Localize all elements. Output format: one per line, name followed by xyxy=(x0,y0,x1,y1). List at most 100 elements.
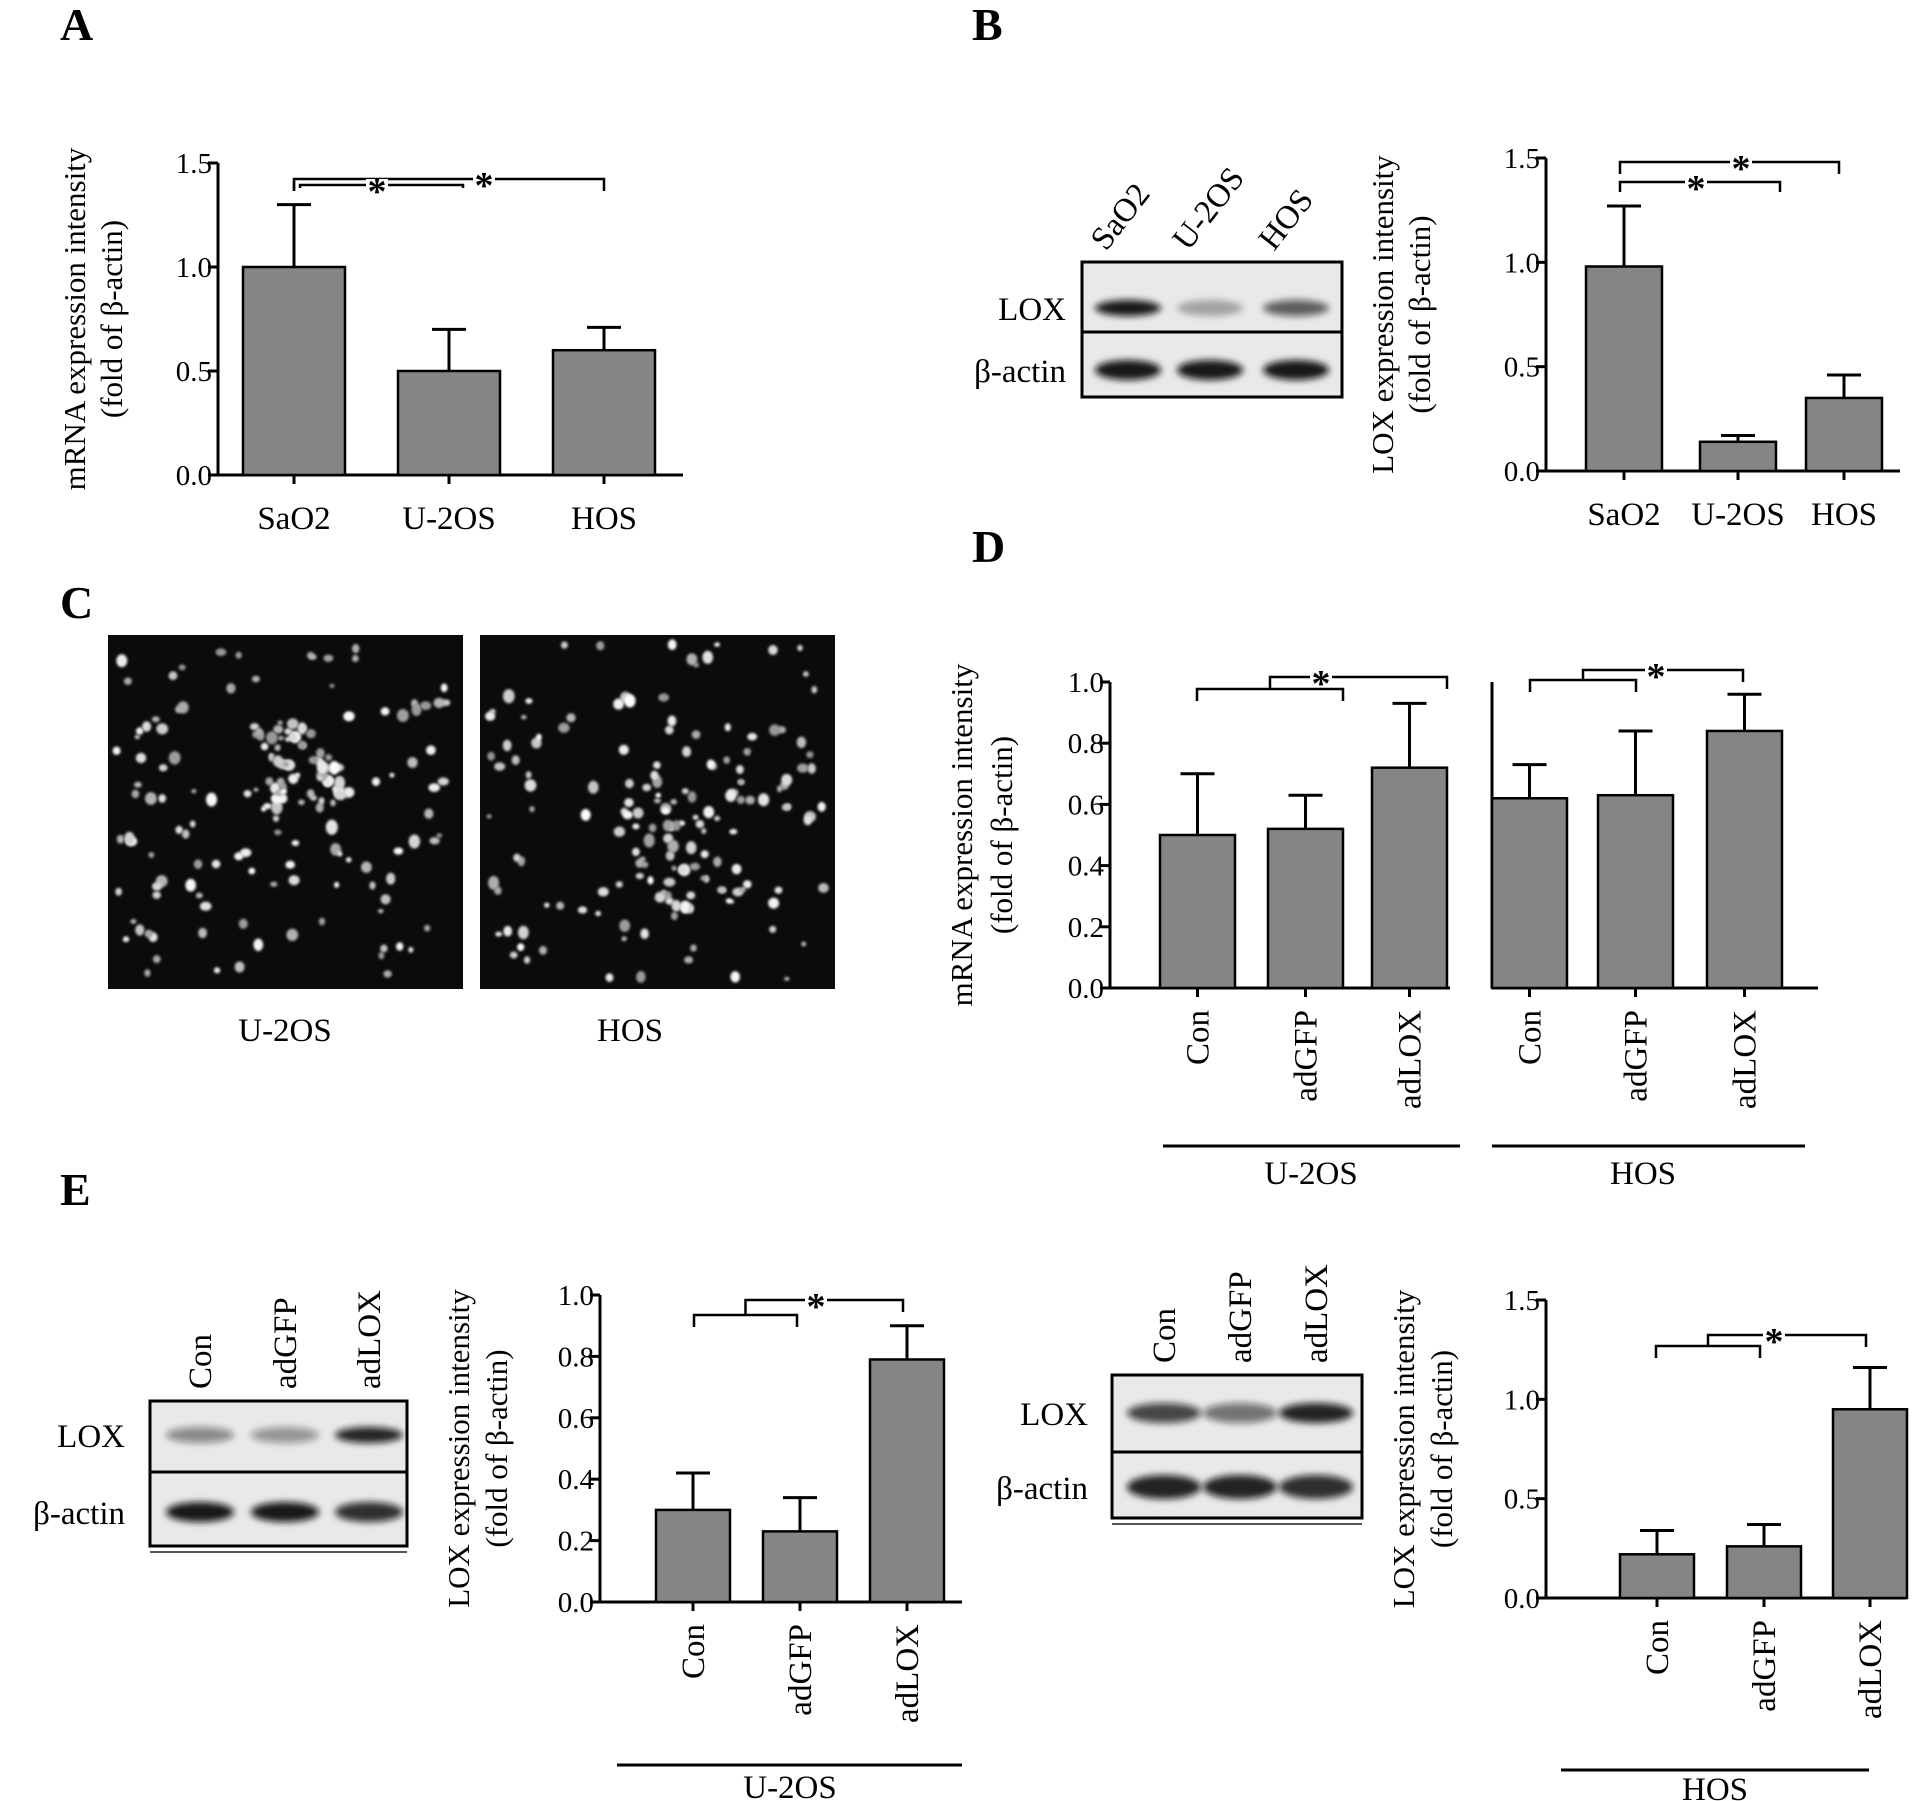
significance-star: * xyxy=(368,171,387,213)
cell xyxy=(316,748,325,759)
cell xyxy=(148,852,155,858)
cell xyxy=(298,799,305,806)
cell xyxy=(632,807,644,819)
cell xyxy=(536,733,542,741)
cell xyxy=(135,752,147,764)
cell xyxy=(389,772,395,778)
y-tick-label: 1.0 xyxy=(558,1280,594,1312)
x-tick-label: Con xyxy=(1513,1010,1549,1065)
cell xyxy=(642,783,652,792)
cell xyxy=(251,675,260,683)
x-tick-label: U-2OS xyxy=(1691,497,1785,533)
cell xyxy=(199,901,212,911)
cell xyxy=(426,745,436,755)
cell xyxy=(529,806,535,813)
y-axis-label: LOX expression intensity xyxy=(1365,155,1400,474)
cell xyxy=(428,783,441,792)
y-axis-label: (fold of β-actin) xyxy=(1424,1350,1459,1548)
y-axis-label: (fold of β-actin) xyxy=(984,736,1019,934)
cell xyxy=(679,900,691,914)
cell xyxy=(315,802,324,813)
band-actin xyxy=(335,1502,403,1522)
cell xyxy=(640,928,649,940)
cell xyxy=(329,684,335,688)
cell xyxy=(185,878,196,892)
cell xyxy=(665,897,674,905)
cell xyxy=(653,761,661,769)
cell xyxy=(662,819,673,832)
cell xyxy=(806,751,814,759)
y-tick-label: 1.5 xyxy=(176,148,212,180)
cell xyxy=(818,883,829,893)
band-lox xyxy=(166,1427,234,1443)
cell xyxy=(122,936,130,943)
band-lox xyxy=(251,1427,319,1443)
cell xyxy=(525,771,532,779)
micrograph-u2os xyxy=(108,635,463,989)
cell xyxy=(273,724,284,734)
significance-gap xyxy=(1730,156,1752,168)
cell xyxy=(386,872,396,885)
significance-star: * xyxy=(1312,663,1331,705)
significance-bracket xyxy=(692,1313,799,1327)
cell xyxy=(670,911,678,921)
micrographs: U-2OS HOS xyxy=(108,635,835,1049)
cell xyxy=(297,740,306,750)
cell xyxy=(503,925,513,937)
x-tick-label: Con xyxy=(1181,1010,1217,1065)
cell xyxy=(700,875,708,881)
cell xyxy=(605,973,614,982)
cell xyxy=(503,689,515,704)
cell xyxy=(632,823,640,830)
cell xyxy=(523,956,531,964)
blot-lane-label: SaO2 xyxy=(1084,177,1158,257)
cell xyxy=(701,828,707,834)
cell xyxy=(692,814,699,820)
significance-star: * xyxy=(1687,168,1706,210)
y-axis-label: mRNA expression intensity xyxy=(57,147,92,490)
blot-lane-label: adLOX xyxy=(352,1290,388,1389)
cell xyxy=(134,734,140,740)
cell xyxy=(655,792,661,798)
cell xyxy=(502,739,512,752)
cell xyxy=(807,763,816,774)
blot-row-label: β-actin xyxy=(996,1471,1088,1507)
cell xyxy=(718,887,727,894)
significance-gap xyxy=(1645,664,1667,676)
significance-star: * xyxy=(1732,148,1751,190)
x-tick-label: HOS xyxy=(1811,497,1877,533)
y-tick-label: 0.0 xyxy=(1504,1583,1540,1615)
cell xyxy=(769,724,781,736)
cell xyxy=(801,941,807,947)
cell xyxy=(747,732,758,741)
cell xyxy=(556,901,565,910)
cell xyxy=(310,795,317,801)
cell xyxy=(316,760,328,774)
cell xyxy=(277,720,284,726)
cell xyxy=(539,946,547,955)
cells-hos xyxy=(485,639,829,983)
x-tick-label: Con xyxy=(676,1624,712,1679)
cell xyxy=(369,881,376,890)
cell xyxy=(509,951,518,959)
cell xyxy=(272,815,280,822)
cell xyxy=(613,698,624,710)
cell xyxy=(144,929,153,938)
y-tick-label: 0.0 xyxy=(1504,456,1540,488)
cell xyxy=(152,955,161,964)
cell xyxy=(544,902,550,908)
cell xyxy=(803,815,812,826)
cell xyxy=(686,841,697,855)
cell xyxy=(123,677,132,685)
cell xyxy=(784,976,790,981)
cell xyxy=(424,924,431,932)
cell xyxy=(279,783,287,790)
x-tick-label: Con xyxy=(1640,1620,1676,1675)
y-tick-label: 1.0 xyxy=(1504,247,1540,279)
cell xyxy=(681,788,689,795)
y-tick-label: 0.2 xyxy=(1068,912,1104,944)
cell xyxy=(116,834,124,844)
cell xyxy=(647,876,654,885)
cell xyxy=(487,751,495,761)
cell xyxy=(682,746,692,758)
